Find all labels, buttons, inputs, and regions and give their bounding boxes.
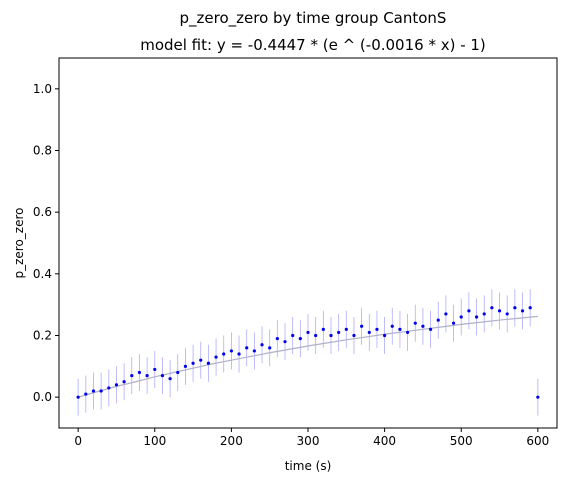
x-tick-label: 600 bbox=[526, 434, 549, 448]
data-point bbox=[421, 324, 425, 328]
data-point bbox=[199, 358, 203, 362]
data-point bbox=[153, 367, 157, 372]
data-point bbox=[183, 364, 188, 368]
data-point bbox=[283, 340, 287, 344]
plot-frame bbox=[58, 57, 558, 429]
data-point bbox=[160, 373, 165, 378]
data-point bbox=[520, 309, 525, 313]
data-point bbox=[314, 333, 318, 338]
data-point bbox=[398, 327, 402, 331]
y-tick-label: 0.4 bbox=[33, 267, 52, 281]
data-point bbox=[260, 343, 264, 347]
data-point bbox=[459, 315, 463, 319]
data-point bbox=[390, 324, 394, 328]
x-tick-label: 200 bbox=[220, 434, 243, 448]
x-tick-label: 400 bbox=[373, 434, 396, 448]
chart-subtitle: model fit: y = -0.4447 * (e ^ (-0.0016 *… bbox=[140, 36, 486, 54]
data-point bbox=[360, 324, 364, 328]
data-point bbox=[344, 327, 348, 331]
fit-line bbox=[77, 315, 538, 398]
data-point bbox=[482, 312, 486, 316]
data-point bbox=[474, 315, 479, 319]
y-axis-label: p_zero_zero bbox=[12, 207, 26, 278]
data-point bbox=[91, 389, 96, 393]
data-point bbox=[383, 333, 387, 338]
data-point bbox=[268, 346, 272, 350]
data-point bbox=[214, 355, 218, 359]
data-point bbox=[321, 327, 325, 331]
data-point bbox=[206, 361, 210, 365]
x-tick-label: 0 bbox=[74, 434, 82, 448]
data-point bbox=[298, 336, 302, 341]
data-point bbox=[444, 312, 448, 316]
x-tick-label: 100 bbox=[143, 434, 166, 448]
data-point bbox=[413, 321, 417, 325]
data-point bbox=[237, 352, 241, 356]
data-point bbox=[291, 333, 295, 338]
data-point bbox=[428, 327, 433, 331]
y-tick-label: 1.0 bbox=[33, 82, 52, 96]
chart-title: p_zero_zero by time group CantonS bbox=[180, 9, 447, 28]
data-point bbox=[528, 306, 532, 310]
x-tick-label: 500 bbox=[450, 434, 473, 448]
data-point bbox=[130, 373, 134, 378]
y-tick-label: 0.0 bbox=[33, 390, 52, 404]
data-point bbox=[337, 330, 341, 335]
data-point bbox=[467, 309, 471, 313]
data-point bbox=[222, 352, 226, 356]
data-point bbox=[114, 383, 119, 387]
data-point bbox=[513, 306, 517, 310]
y-tick-label: 0.8 bbox=[33, 144, 52, 158]
data-point bbox=[176, 370, 180, 375]
data-point bbox=[490, 306, 494, 310]
data-point bbox=[406, 330, 410, 335]
x-tick-label: 300 bbox=[297, 434, 320, 448]
data-point bbox=[168, 377, 172, 381]
data-point bbox=[497, 309, 502, 313]
data-point bbox=[536, 395, 540, 399]
data-point bbox=[145, 373, 149, 378]
data-point bbox=[436, 318, 440, 322]
data-point bbox=[375, 327, 379, 331]
data-point bbox=[252, 349, 256, 353]
data-point bbox=[84, 392, 88, 396]
data-point bbox=[306, 330, 310, 335]
data-point bbox=[122, 380, 126, 384]
data-point bbox=[99, 389, 103, 393]
data-point bbox=[451, 321, 456, 325]
data-point bbox=[275, 336, 279, 341]
data-point bbox=[329, 333, 333, 338]
data-point bbox=[229, 349, 233, 353]
data-point bbox=[107, 386, 111, 390]
data-point bbox=[352, 333, 356, 338]
data-point bbox=[367, 330, 371, 335]
data-point bbox=[245, 346, 249, 350]
data-point bbox=[76, 395, 80, 399]
y-tick-label: 0.6 bbox=[33, 205, 52, 219]
x-axis-label: time (s) bbox=[285, 459, 332, 473]
plot-area bbox=[76, 289, 540, 416]
y-tick-label: 0.2 bbox=[33, 329, 52, 343]
data-point bbox=[505, 312, 509, 316]
data-point bbox=[191, 361, 195, 365]
data-point bbox=[137, 370, 142, 375]
